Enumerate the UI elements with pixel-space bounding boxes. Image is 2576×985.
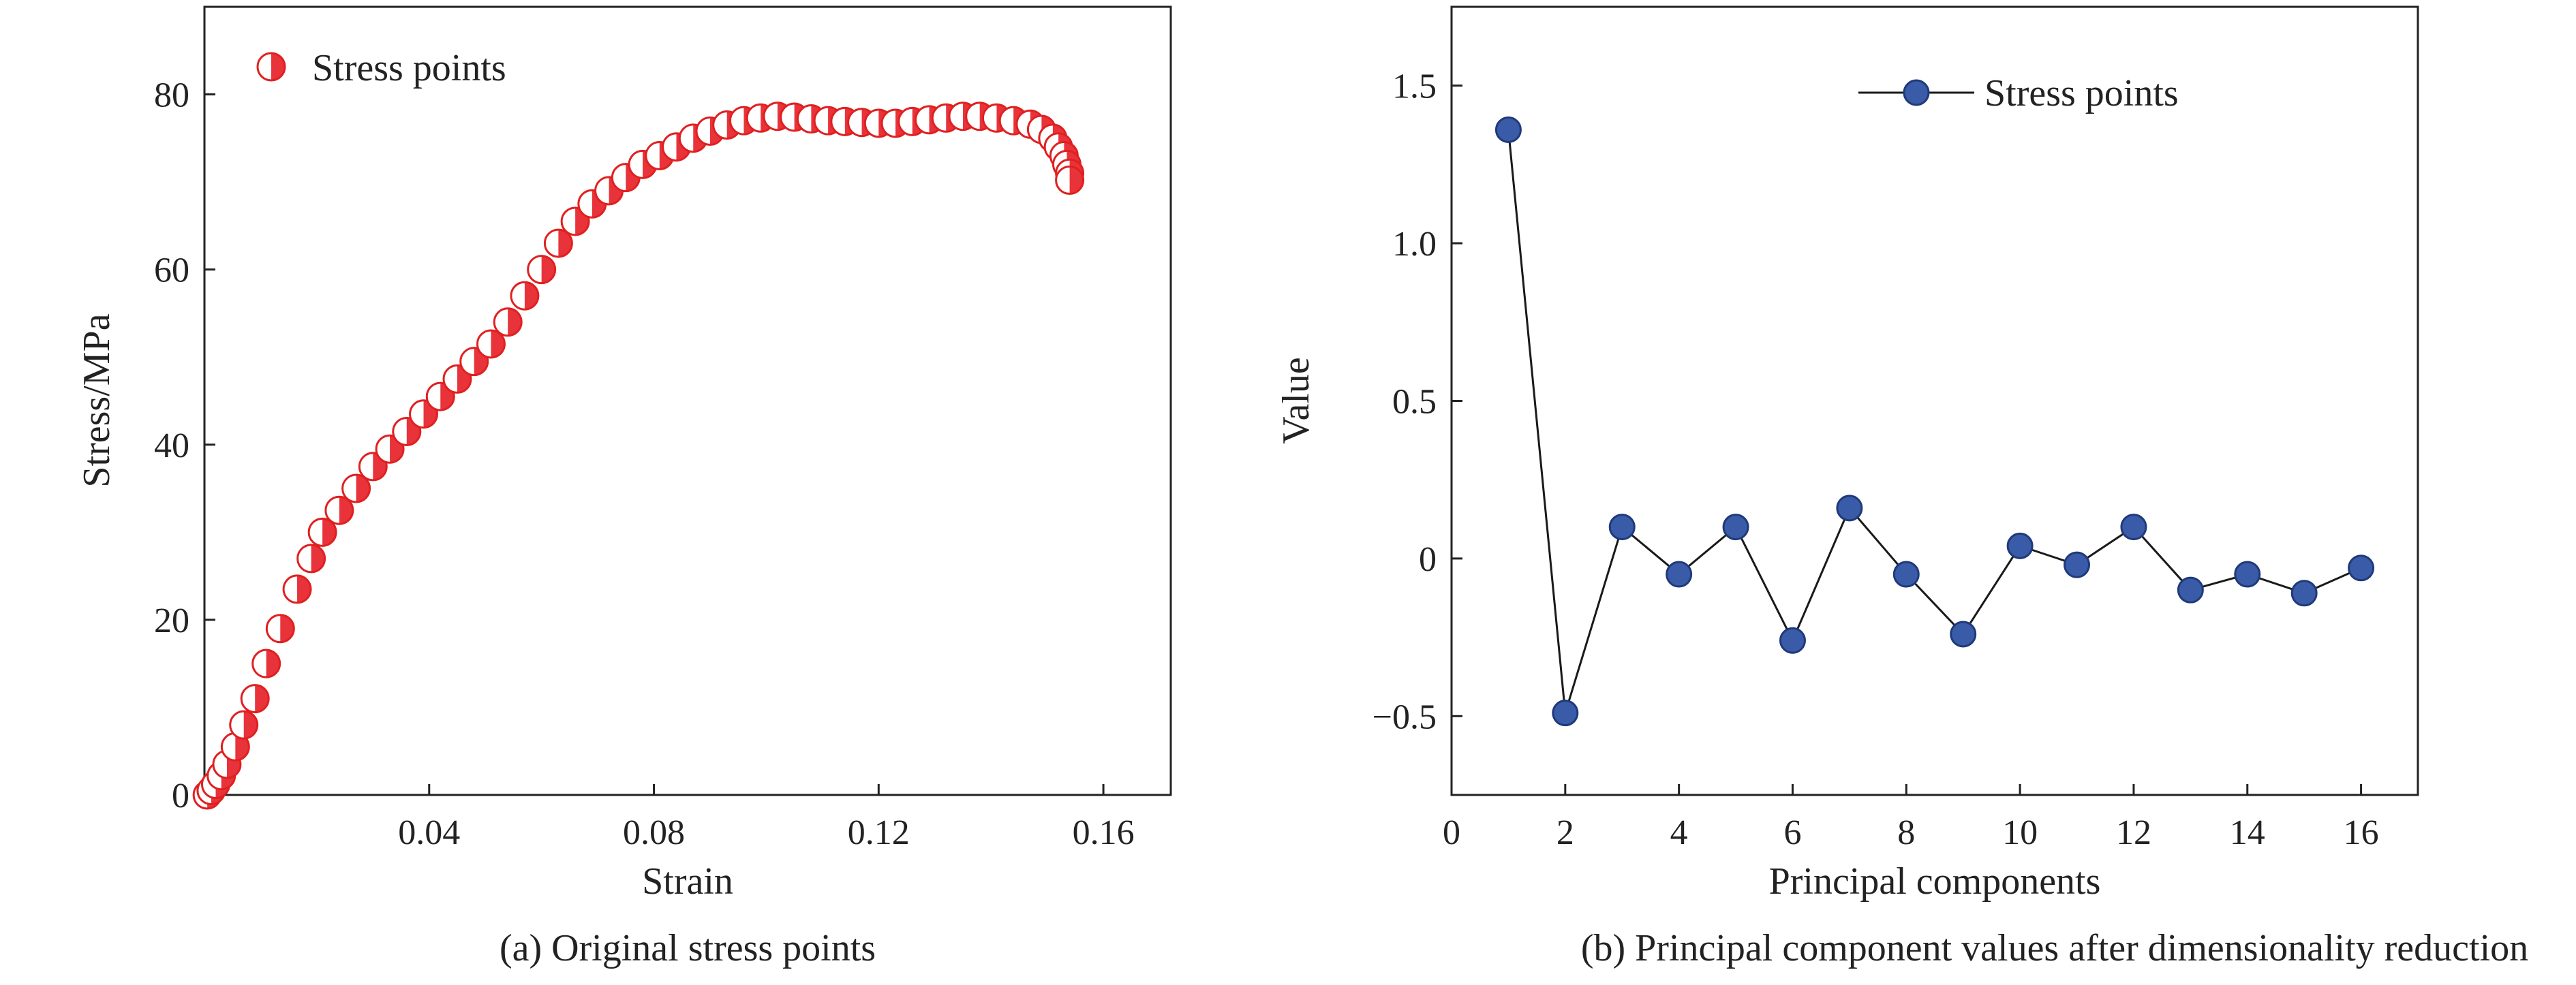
chart-b-x-tick-label: 14 [2230,813,2265,852]
chart-a-point [324,495,354,525]
chart-b-point [2006,532,2034,559]
chart-b-plot-area [1450,5,2419,796]
chart-b-x-tick-label: 16 [2344,813,2379,852]
chart-a-x-tick-label: 0.04 [398,813,460,852]
chart-a: 0.04 0.08 0.12 0.16 0 20 40 60 80 Strain Stress… [76,5,1172,969]
chart-a-legend-marker [256,52,286,82]
chart-b-legend-point [1903,79,1930,106]
chart-a-x-tick-label: 0.08 [623,813,685,852]
chart-b-caption: (b) Principal component values after dim… [1581,927,2528,969]
chart-b-series-line [1507,129,2362,714]
chart-b-point [1608,514,1636,541]
chart-a-legend-label: Stress points [312,47,506,89]
chart-b-x-tick-label: 10 [2002,813,2038,852]
chart-b-y-tick-label: 0.5 [1392,383,1437,422]
chart-a-x-ticks: 0.04 0.08 0.12 0.16 [398,784,1135,852]
chart-b-x-tick-label: 6 [1783,813,1801,852]
chart-a-y-ticks: 0 20 40 60 80 [154,76,215,815]
chart-a-legend: Stress points [256,47,506,89]
chart-a-point [510,281,540,311]
chart-b-ylabel: Value [1275,357,1317,444]
chart-a-ylabel: Stress/MPa [76,313,118,487]
chart-a-point [1055,166,1085,196]
chart-a-y-tick-label: 20 [154,601,189,640]
chart-a-y-tick-label: 0 [172,777,189,815]
chart-b-x-ticks: 0 2 4 6 8 10 12 14 16 [1443,784,2379,852]
chart-b-point [2177,576,2204,604]
chart-a-y-tick-label: 80 [154,76,189,115]
chart-b-point [1494,116,1522,143]
chart-b-x-tick-label: 2 [1557,813,1574,852]
chart-a-point [392,416,422,446]
chart-b-y-tick-label: 1.5 [1392,67,1437,106]
chart-b-legend: Stress points [1858,72,2179,114]
chart-b-point [1892,561,1920,588]
chart-a-point [282,574,312,604]
chart-b-point [1552,700,1579,727]
chart-b-point [1779,627,1806,654]
chart-b-point [1836,495,1863,522]
chart-b-point [2234,561,2261,588]
chart-b-y-tick-label: 0 [1419,540,1437,579]
chart-b-x-tick-label: 0 [1443,813,1460,852]
chart-a-point [296,544,326,574]
chart-a-point [493,307,523,337]
chart-b-y-tick-label: −0.5 [1373,698,1437,736]
chart-a-point [240,684,270,714]
chart-b-point [2290,580,2318,607]
chart-a-caption: (a) Original stress points [500,927,876,969]
chart-a-y-tick-label: 40 [154,426,189,465]
chart-a-y-tick-label: 60 [154,251,189,290]
chart-a-x-tick-label: 0.12 [848,813,910,852]
chart-b-xlabel: Principal components [1769,860,2101,903]
chart-a-x-tick-label: 0.16 [1073,813,1135,852]
chart-a-point [265,614,295,644]
chart-b-x-tick-label: 12 [2116,813,2151,852]
chart-a-point [527,255,557,285]
chart-b-point [1666,561,1693,588]
chart-b-point [2064,551,2091,578]
chart-b-point [1950,621,1977,648]
chart-a-xlabel: Strain [642,860,733,903]
chart-a-point [543,228,573,258]
chart-a-legend-point [256,52,286,82]
chart-b-series-stress-points [1494,116,2375,727]
chart-a-point [577,189,607,219]
chart-a-series-stress-points [192,101,1085,810]
chart-b-point [2348,554,2375,582]
chart-b-series-polyline [1507,129,2362,714]
chart-a-point [307,517,337,547]
chart-b-legend-label: Stress points [1984,72,2179,114]
chart-b-x-tick-label: 4 [1670,813,1688,852]
chart-a-point [220,732,250,762]
chart-a-point [251,648,281,678]
chart-b-point [1722,514,1749,541]
chart-b: 0 2 4 6 8 10 12 14 16 −0.5 0 0.5 1.0 1.5 Principal c… [1275,5,2528,969]
chart-a-point [476,329,506,359]
chart-a-point [442,364,472,394]
chart-a-point [229,710,259,740]
chart-b-legend-marker [1858,79,1974,106]
chart-b-y-ticks: −0.5 0 0.5 1.0 1.5 [1373,67,1462,736]
chart-b-point [2120,514,2147,541]
chart-a-point [341,473,371,503]
chart-b-y-tick-label: 1.0 [1392,225,1437,264]
chart-b-x-tick-label: 8 [1897,813,1915,852]
